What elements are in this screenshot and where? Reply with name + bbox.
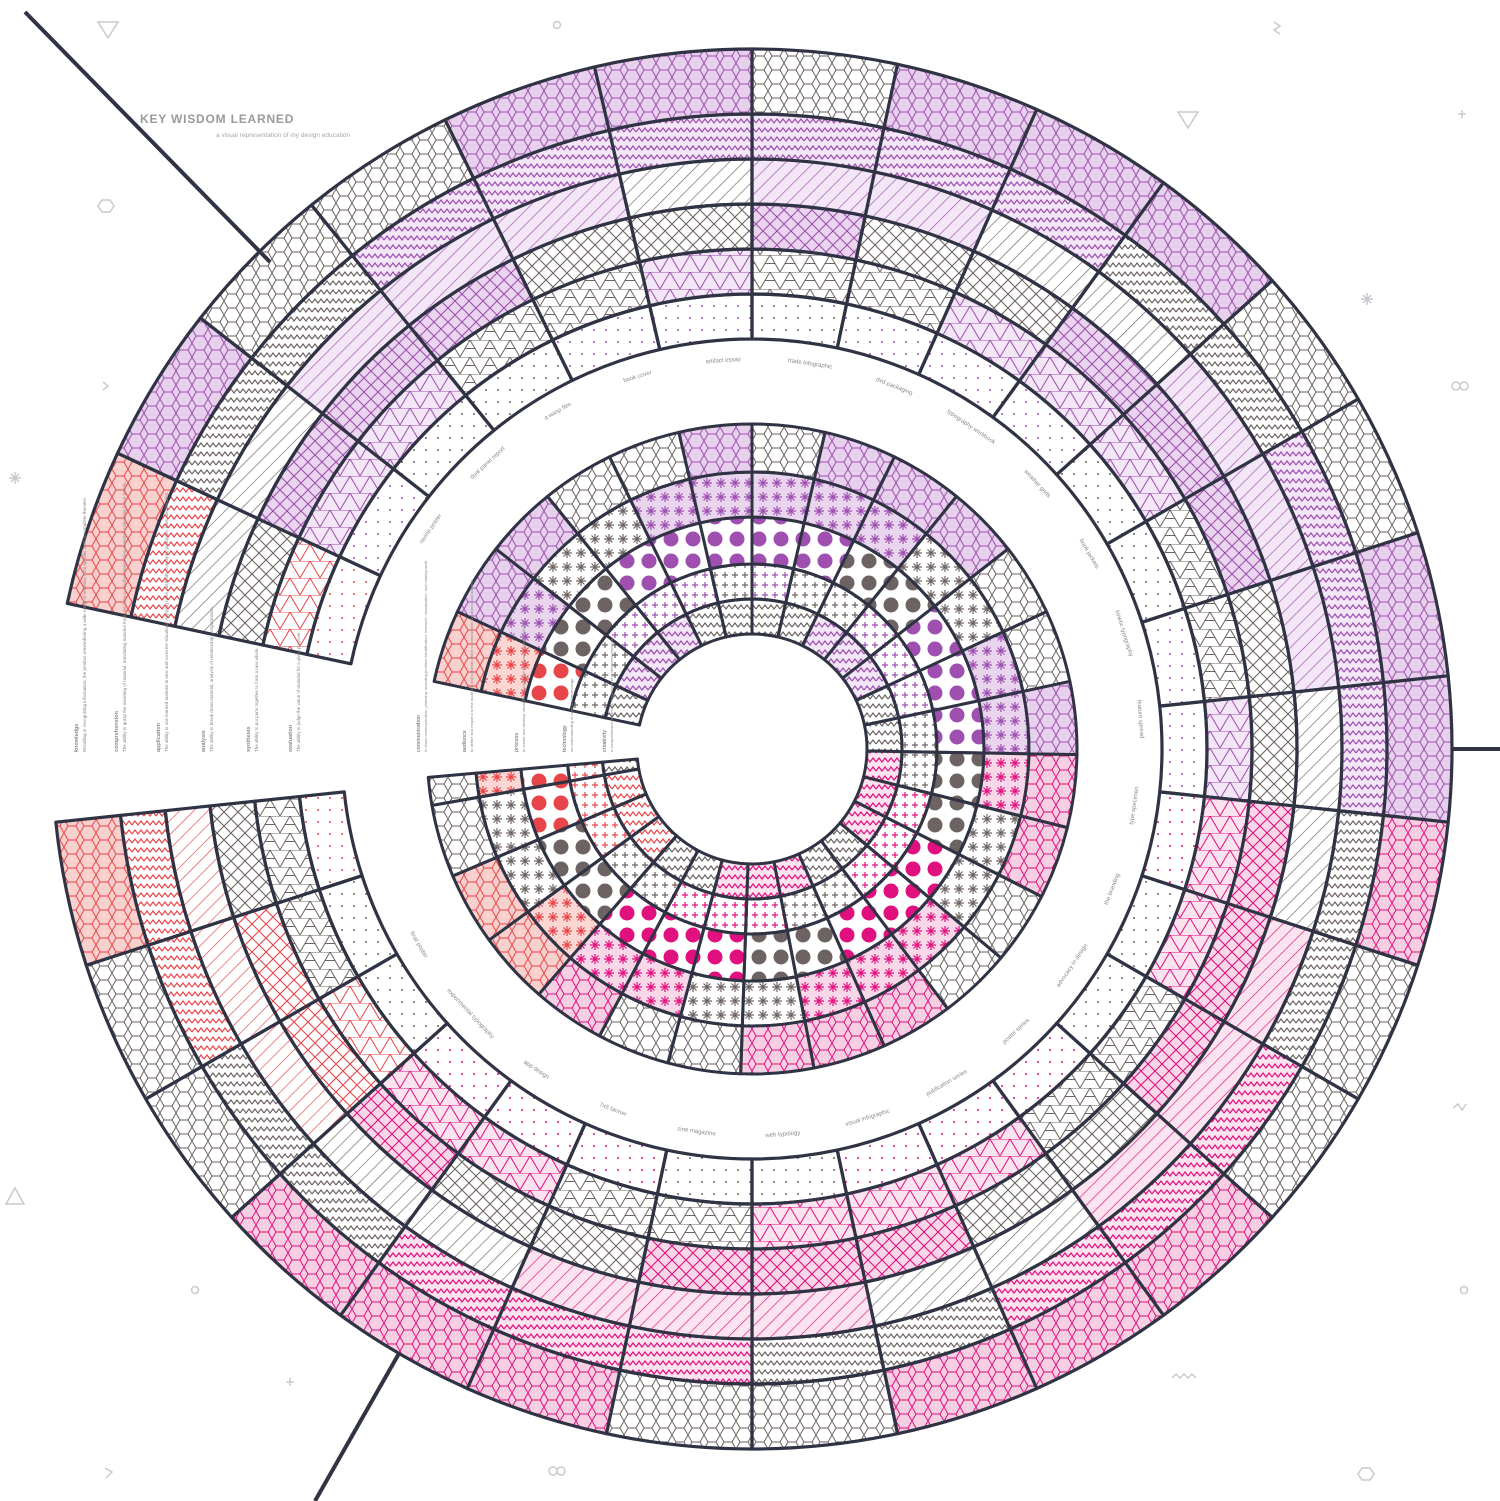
legend-heading-comprehension: comprehension <box>114 710 120 752</box>
hexagon-icon <box>1357 1467 1375 1481</box>
squiggle-icon <box>102 381 110 391</box>
project-label: trade infographic <box>788 358 833 371</box>
triangle-icon <box>96 21 120 40</box>
legend-heading-evaluation: evaluation <box>288 724 294 752</box>
inner-ring-cell <box>739 1019 816 1076</box>
legend-heading-analysis: analysis <box>201 730 207 752</box>
inner-legend-heading-audience: audience <box>462 730 468 752</box>
project-label: dvd packaging <box>875 377 913 397</box>
page-title: KEY WISDOM LEARNED <box>140 112 295 126</box>
asterisk-icon <box>1361 293 1373 305</box>
inner-ring-cell <box>426 771 481 807</box>
project-label: 7x5 farmer <box>598 1102 627 1118</box>
squiggle-icon <box>104 1467 114 1479</box>
outer-ring-cell <box>1158 699 1209 799</box>
legend-text-analysis: The ability to break down material, anal… <box>209 606 214 752</box>
inner-legend-text-creativity: a comprehension of design, business and … <box>609 637 614 752</box>
outer-ring-cell <box>1292 685 1344 813</box>
inner-ring-cell <box>716 597 754 639</box>
squiggle-icon <box>1452 1102 1467 1112</box>
project-label: type specimen <box>1129 786 1141 825</box>
inner-ring-cell <box>977 689 1031 756</box>
circle-icon <box>1459 1285 1469 1295</box>
outer-ring-cell <box>1202 695 1254 803</box>
page-subtitle: a visual representation of my design edu… <box>215 132 350 139</box>
inner-legend-text-audience: to define and respond to the audience an… <box>469 579 474 752</box>
project-label: weather grids <box>1022 468 1052 499</box>
inner-ring-cell <box>740 975 807 1028</box>
inner-ring-cell <box>742 929 798 983</box>
legend-text-application: The ability to use learned material in n… <box>164 492 169 752</box>
inner-ring-cell <box>750 422 827 481</box>
legend-heading-application: application <box>156 722 162 752</box>
outer-ring <box>54 47 1454 1451</box>
plus-icon <box>1458 110 1466 118</box>
legend-heading-synthesis: synthesis <box>246 727 252 752</box>
project-label: web typology <box>764 1130 800 1139</box>
triangle-icon <box>4 1186 26 1205</box>
title-block: KEY WISDOM LEARNED a visual representati… <box>140 112 350 139</box>
triangle-icon <box>1176 111 1200 130</box>
inner-legend: communication to share communication, pl… <box>416 560 614 752</box>
project-label: book jackets <box>1078 538 1100 570</box>
inner-ring-cell <box>862 716 904 754</box>
legend-text-synthesis: The ability to put parts together to for… <box>254 647 259 752</box>
project-label: zine magazine <box>677 1126 717 1138</box>
inner-legend-heading-process: process <box>514 733 520 752</box>
project-label: visual infographic <box>845 1108 891 1128</box>
asterisk-icon <box>9 472 21 484</box>
project-label: a wasp film <box>543 402 572 422</box>
inner-ring <box>426 422 1079 1076</box>
inner-legend-text-process: to create and develop visual form in res… <box>521 620 526 752</box>
project-label: book cover <box>623 370 653 384</box>
hexagon-icon <box>97 199 115 213</box>
project-label: publication series <box>925 1069 968 1098</box>
circle-icon <box>190 1285 200 1295</box>
legend-text-evaluation: The ability to judge the value of materi… <box>296 631 301 752</box>
project-label: app design <box>522 1059 550 1080</box>
project-label: final poster <box>408 931 428 959</box>
inner-ring-cell <box>744 894 789 936</box>
infinity-icon <box>1451 381 1469 391</box>
plus-icon <box>286 1378 294 1386</box>
inner-ring-cell <box>1019 752 1079 830</box>
infinity-icon <box>548 1466 566 1476</box>
circle-icon <box>552 20 562 30</box>
inner-legend-heading-technology: technology <box>562 725 568 752</box>
inner-ring-cell <box>931 699 986 755</box>
decorative-icons <box>4 20 1469 1481</box>
inner-ring-cell <box>677 422 754 481</box>
project-label: the branding <box>1104 873 1122 906</box>
legend-heading-knowledge: knowledge <box>74 724 80 752</box>
outer-ring-cell <box>54 813 150 967</box>
project-label: kinetic typography <box>1113 610 1133 658</box>
inner-legend-text-communication: to share communication, planning, includ… <box>423 560 428 752</box>
inner-ring-cell <box>745 860 783 901</box>
squiggle-icon <box>1272 21 1282 35</box>
outer-ring-cell <box>592 47 754 132</box>
project-label: artifact essay <box>705 357 741 366</box>
ray-top-left <box>23 10 272 264</box>
legend-text-knowledge: Recalling or recognizing information, th… <box>82 497 87 752</box>
inner-ring-cell <box>897 709 939 754</box>
inner-ring-cell <box>688 470 754 525</box>
inner-ring-cell <box>698 515 754 571</box>
project-label: advocacy in design <box>1056 943 1090 989</box>
outer-ring-cell <box>1381 674 1454 824</box>
squiggle-icon <box>1171 1372 1197 1380</box>
left-legend: knowledge Recalling or recognizing infor… <box>74 482 301 752</box>
legend-text-comprehension: The ability to grasp the meaning of mate… <box>122 482 127 752</box>
inner-legend-heading-creativity: creativity <box>602 730 608 752</box>
project-label: feature spread <box>1135 700 1144 739</box>
outer-ring-cell <box>1337 681 1389 817</box>
inner-legend-text-technology: an understanding of tools and technology… <box>569 678 574 752</box>
inner-ring-cell <box>1021 679 1079 757</box>
inner-legend-heading-communication: communication <box>416 715 422 752</box>
project-label: poster series <box>1002 1018 1031 1046</box>
project-label: dual panel report <box>469 446 506 481</box>
outer-ring-cell <box>1247 690 1299 808</box>
inner-ring-cell <box>708 562 754 605</box>
project-label: ravine poster <box>419 513 444 545</box>
